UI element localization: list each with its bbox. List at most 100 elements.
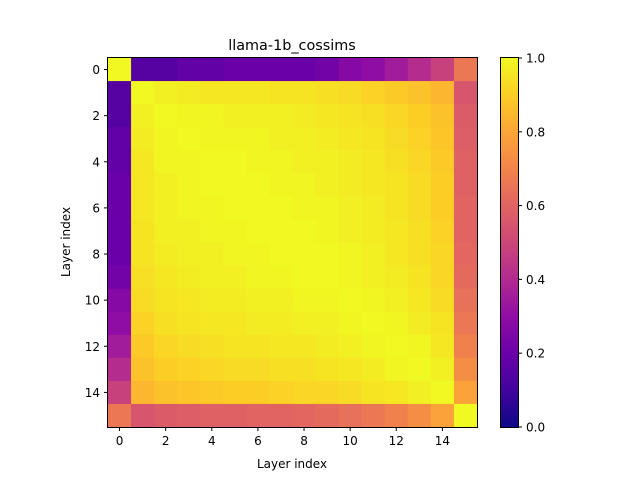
heatmap-cell-4-5 bbox=[223, 150, 247, 174]
heatmap-cell-2-6 bbox=[246, 104, 270, 128]
heatmap-cell-14-10 bbox=[338, 380, 363, 405]
heatmap-cell-7-7 bbox=[269, 219, 293, 243]
heatmap-cell-7-5 bbox=[223, 219, 247, 243]
y-tick-label: 6 bbox=[92, 201, 100, 215]
heatmap-cell-9-8 bbox=[292, 265, 316, 290]
heatmap-cell-3-7 bbox=[269, 127, 293, 151]
heatmap-cell-3-10 bbox=[338, 127, 363, 151]
heatmap-cell-6-3 bbox=[177, 196, 201, 220]
heatmap-cell-5-9 bbox=[315, 173, 340, 197]
heatmap-cell-5-0 bbox=[108, 173, 132, 197]
heatmap-cell-1-13 bbox=[407, 81, 432, 105]
heatmap-cell-5-1 bbox=[131, 173, 155, 197]
heatmap-cell-6-15 bbox=[453, 196, 478, 220]
heatmap-cell-14-2 bbox=[154, 380, 178, 405]
heatmap-cell-9-11 bbox=[361, 265, 386, 290]
heatmap-cell-13-4 bbox=[200, 357, 224, 382]
heatmap-cell-10-2 bbox=[154, 288, 178, 313]
heatmap-cell-11-8 bbox=[292, 311, 316, 336]
heatmap-cell-2-13 bbox=[407, 104, 432, 128]
x-tick-label: 2 bbox=[162, 434, 170, 448]
heatmap-cell-12-14 bbox=[430, 334, 455, 359]
heatmap-cell-11-2 bbox=[154, 311, 178, 336]
heatmap-cell-10-6 bbox=[246, 288, 270, 313]
heatmap-cell-15-5 bbox=[223, 403, 247, 428]
heatmap-cell-5-7 bbox=[269, 173, 293, 197]
heatmap-cell-3-6 bbox=[246, 127, 270, 151]
heatmap-cell-14-3 bbox=[177, 380, 201, 405]
heatmap-cell-10-5 bbox=[223, 288, 247, 313]
heatmap-cell-5-3 bbox=[177, 173, 201, 197]
x-tick-label: 14 bbox=[435, 434, 450, 448]
heatmap-cell-2-3 bbox=[177, 104, 201, 128]
heatmap-cell-10-11 bbox=[361, 288, 386, 313]
heatmap-cell-11-9 bbox=[315, 311, 340, 336]
heatmap-cell-12-2 bbox=[154, 334, 178, 359]
heatmap-cell-14-5 bbox=[223, 380, 247, 405]
heatmap-cell-15-3 bbox=[177, 403, 201, 428]
heatmap-cell-0-0 bbox=[108, 58, 132, 82]
heatmap-cell-1-15 bbox=[453, 81, 478, 105]
x-tick-label: 6 bbox=[254, 434, 262, 448]
heatmap-cell-11-14 bbox=[430, 311, 455, 336]
heatmap-cell-13-6 bbox=[246, 357, 270, 382]
heatmap-cell-3-8 bbox=[292, 127, 316, 151]
heatmap-cell-0-15 bbox=[453, 58, 478, 82]
heatmap-cell-3-3 bbox=[177, 127, 201, 151]
heatmap-cell-4-8 bbox=[292, 150, 316, 174]
heatmap-cell-5-15 bbox=[453, 173, 478, 197]
heatmap-cell-11-12 bbox=[384, 311, 409, 336]
heatmap-cell-4-0 bbox=[108, 150, 132, 174]
y-axis-ticks: 0 2 4 6 8 10 12 14 bbox=[85, 63, 108, 400]
heatmap-cell-7-11 bbox=[361, 219, 386, 243]
heatmap-cell-7-3 bbox=[177, 219, 201, 243]
heatmap-cell-14-11 bbox=[361, 380, 386, 405]
heatmap-cell-15-14 bbox=[430, 403, 455, 428]
heatmap-cell-12-15 bbox=[453, 334, 478, 359]
colorbar-tick-label: 0.4 bbox=[526, 273, 545, 287]
heatmap-cell-11-11 bbox=[361, 311, 386, 336]
heatmap-cell-2-9 bbox=[315, 104, 340, 128]
heatmap-cell-8-15 bbox=[453, 242, 478, 266]
heatmap-cell-10-7 bbox=[269, 288, 293, 313]
heatmap-cell-0-13 bbox=[407, 58, 432, 82]
y-tick-label: 8 bbox=[92, 248, 100, 262]
heatmap-cell-3-9 bbox=[315, 127, 340, 151]
heatmap-cell-9-4 bbox=[200, 265, 224, 290]
heatmap-cell-10-9 bbox=[315, 288, 340, 313]
heatmap-cell-14-9 bbox=[315, 380, 340, 405]
heatmap-cell-13-5 bbox=[223, 357, 247, 382]
heatmap-cell-3-14 bbox=[430, 127, 455, 151]
heatmap-cell-15-13 bbox=[407, 403, 432, 428]
heatmap-cell-13-11 bbox=[361, 357, 386, 382]
heatmap-cells bbox=[108, 58, 478, 428]
heatmap-cell-7-14 bbox=[430, 219, 455, 243]
heatmap-cell-0-2 bbox=[154, 58, 178, 82]
plot-frame bbox=[107, 57, 478, 428]
heatmap-cell-0-5 bbox=[223, 58, 247, 82]
heatmap-cell-1-11 bbox=[361, 81, 386, 105]
heatmap-cell-4-12 bbox=[384, 150, 409, 174]
heatmap-cell-1-8 bbox=[292, 81, 316, 105]
heatmap-cell-5-5 bbox=[223, 173, 247, 197]
heatmap-cell-14-14 bbox=[430, 380, 455, 405]
heatmap-cell-9-13 bbox=[407, 265, 432, 290]
heatmap-cell-11-0 bbox=[108, 311, 132, 336]
heatmap-cell-1-1 bbox=[131, 81, 155, 105]
heatmap-cell-1-6 bbox=[246, 81, 270, 105]
heatmap-cell-7-4 bbox=[200, 219, 224, 243]
heatmap-cell-14-8 bbox=[292, 380, 316, 405]
heatmap-cell-1-0 bbox=[108, 81, 132, 105]
heatmap-cell-2-11 bbox=[361, 104, 386, 128]
colorbar-tick-label: 1.0 bbox=[526, 52, 545, 66]
heatmap-cell-1-2 bbox=[154, 81, 178, 105]
x-tick-label: 10 bbox=[343, 434, 358, 448]
heatmap-cell-4-10 bbox=[338, 150, 363, 174]
heatmap-cell-10-13 bbox=[407, 288, 432, 313]
heatmap-cell-6-6 bbox=[246, 196, 270, 220]
heatmap-cell-6-14 bbox=[430, 196, 455, 220]
heatmap-cell-0-14 bbox=[430, 58, 455, 82]
heatmap-cell-0-10 bbox=[338, 58, 363, 82]
